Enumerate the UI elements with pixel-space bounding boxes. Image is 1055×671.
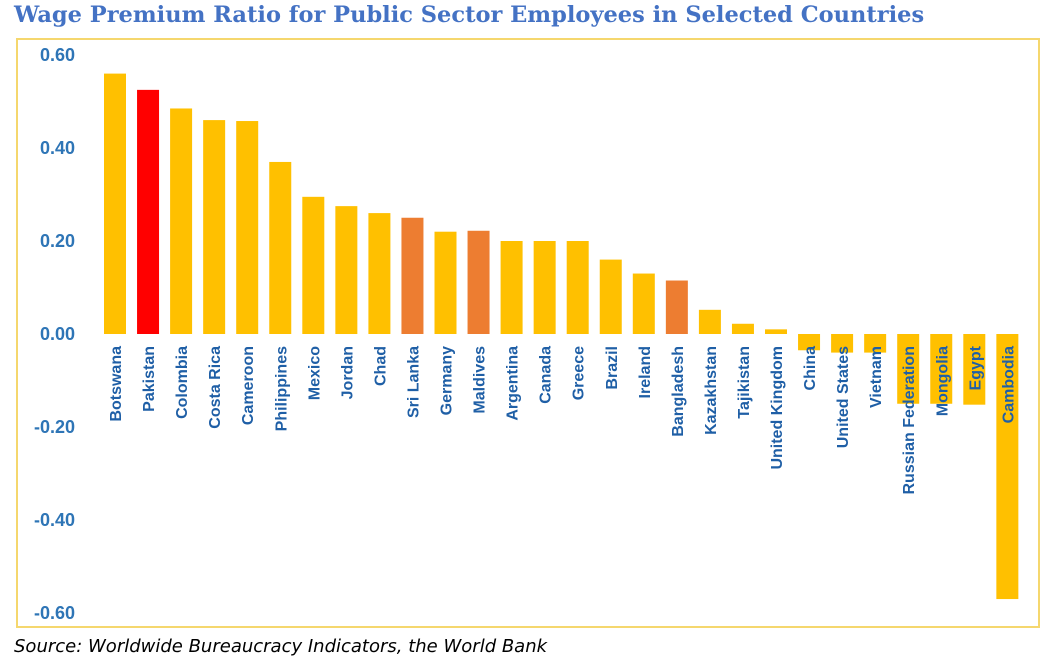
bar-costa-rica [203,120,226,334]
category-label: Pakistan [141,346,158,412]
bar-sri-lanka [401,217,424,334]
bar-united-states [831,334,854,353]
category-label: Tajikistan [736,346,753,419]
y-tick-label: -0.20 [34,417,75,437]
bar-botswana [104,73,126,334]
category-label: Mexico [306,346,323,400]
category-label: Bangladesh [670,346,687,437]
bars [104,73,1019,600]
bar-mongolia [930,334,953,404]
category-label: Canada [538,346,555,404]
bar-bangladesh [665,280,688,334]
category-label: Colombia [174,346,191,419]
bar-jordan [335,206,358,335]
category-label: Russian Federation [901,346,918,494]
chart-frame [16,38,1040,628]
y-tick-label: -0.40 [34,510,75,530]
bar-brazil [599,259,622,334]
bar-argentina [500,241,523,334]
bar-egypt [963,334,986,405]
category-label: China [802,346,819,391]
bar-china [798,334,821,351]
category-label: Philippines [273,346,290,431]
y-tick-label: -0.60 [34,603,75,623]
category-label: Botswana [108,346,125,422]
bar-kazakhstan [698,309,721,334]
bar-mexico [302,196,325,334]
category-label: Germany [439,346,456,415]
bar-philippines [269,161,292,334]
category-label: Sri Lanka [405,346,422,418]
category-labels: Botswana Pakistan Colombia Costa Rica Camero… [108,345,1017,494]
category-label: Vietnam [868,346,885,408]
bar-vietnam [864,334,887,353]
category-label: Costa Rica [207,346,224,429]
category-label: Ireland [637,346,654,398]
y-tick-label: 0.20 [40,231,75,251]
bar-germany [434,231,457,334]
source-note: Source: Worldwide Bureaucracy Indicators… [14,636,548,657]
category-label: Chad [372,346,389,386]
category-label: Kazakhstan [703,346,720,435]
y-tick-label: 0.00 [40,324,75,344]
category-label: Brazil [604,346,621,390]
bar-canada [533,241,556,334]
y-tick-label: 0.60 [40,45,75,65]
bar-pakistan [137,89,160,335]
category-label: Jordan [339,346,356,399]
bar-maldives [467,230,490,334]
chart-title: Wage Premium Ratio for Public Sector Emp… [14,2,925,28]
bar-russian-federation [897,334,920,404]
bar-greece [566,241,589,334]
category-label: Egypt [967,345,984,390]
bar-united-kingdom [765,329,787,334]
category-label: Cambodia [1000,346,1017,423]
bar-colombia [170,108,193,334]
category-label: Greece [571,346,588,400]
category-label: Maldives [472,346,489,414]
bar-cameroon [236,121,259,334]
category-label: Cameroon [240,346,257,425]
bar-cambodia [996,334,1019,600]
y-tick-label: 0.40 [40,138,75,158]
category-label: United Kingdom [769,346,786,470]
bar-chad [368,213,391,334]
bar-ireland [632,273,655,334]
bar-tajikistan [731,323,754,334]
category-label: Mongolia [934,346,951,416]
category-label: Argentina [505,346,522,421]
y-axis-tick-labels: 0.60 0.40 0.20 0.00 -0.20 -0.40 -0.60 [34,45,75,623]
category-label: United States [835,346,852,448]
